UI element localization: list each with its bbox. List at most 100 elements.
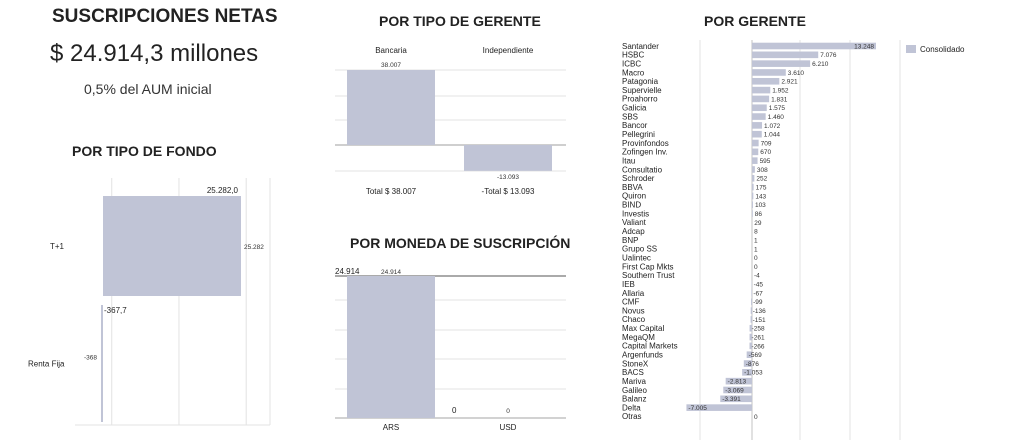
gerente-value-label: -1.053 bbox=[744, 370, 763, 377]
gerente-legend-swatch bbox=[906, 45, 916, 53]
gerente-category-label: Schroder bbox=[622, 174, 655, 183]
gerente-bar bbox=[752, 42, 876, 50]
por-gerente-chart-title: POR GERENTE bbox=[704, 13, 806, 29]
moneda-category-label: ARS bbox=[383, 423, 399, 432]
gerente-category-label: ICBC bbox=[622, 59, 641, 68]
gerente-value-label: 143 bbox=[755, 193, 766, 200]
gerente-category-label: Proahorro bbox=[622, 95, 658, 104]
fondo-bar bbox=[100, 305, 103, 422]
gerente-bar bbox=[746, 351, 752, 358]
fondo-bar bbox=[103, 196, 241, 296]
gerente-bar bbox=[723, 386, 752, 394]
gerente-bar bbox=[751, 298, 752, 306]
gerente-tipo-total-label: Total $ 38.007 bbox=[366, 187, 417, 196]
gerente-value-label: 1.575 bbox=[769, 105, 786, 112]
gerente-category-label: Santander bbox=[622, 42, 659, 51]
gerente-tipo-category-label: Bancaria bbox=[375, 46, 407, 55]
gerente-value-label: 8 bbox=[754, 229, 758, 236]
gerente-bar bbox=[752, 210, 753, 217]
gerente-bar bbox=[686, 404, 752, 411]
gerente-value-label: 0 bbox=[754, 414, 758, 421]
gerente-value-label: 1.831 bbox=[771, 96, 788, 103]
gerente-value-label: 175 bbox=[756, 185, 767, 192]
gerente-category-label: Valiant bbox=[622, 218, 647, 227]
gerente-bar bbox=[752, 201, 753, 209]
gerente-value-label: 6.210 bbox=[812, 61, 829, 68]
gerente-value-label: 103 bbox=[755, 202, 766, 209]
gerente-value-label: 2.921 bbox=[781, 79, 798, 86]
moneda-value-label: 24.914 bbox=[381, 269, 401, 276]
moneda-top-label: 24.914 bbox=[335, 267, 360, 276]
gerente-category-label: Quiron bbox=[622, 192, 646, 201]
fondo-value-label: -368 bbox=[84, 355, 97, 362]
gerente-value-label: -266 bbox=[752, 343, 765, 350]
gerente-bar bbox=[752, 166, 755, 173]
gerente-value-label: -3.069 bbox=[725, 387, 744, 394]
gerente-value-label: 709 bbox=[761, 140, 772, 147]
gerente-value-label: -67 bbox=[753, 290, 763, 297]
gerente-bar bbox=[743, 360, 752, 367]
gerente-value-label: 13.248 bbox=[854, 43, 874, 50]
moneda-value-label: 0 bbox=[506, 408, 510, 415]
gerente-value-label: 1.952 bbox=[772, 88, 789, 95]
gerente-category-label: StoneX bbox=[622, 359, 649, 368]
gerente-category-label: Capital Markets bbox=[622, 342, 678, 351]
gerente-bar bbox=[752, 113, 766, 120]
gerente-value-label: 0 bbox=[754, 255, 758, 262]
gerente-category-label: Pellegrini bbox=[622, 130, 655, 139]
gerente-value-label: -7.005 bbox=[688, 405, 707, 412]
gerente-category-label: Chaco bbox=[622, 315, 646, 324]
gerente-category-label: Argenfunds bbox=[622, 351, 663, 360]
gerente-bar bbox=[752, 104, 767, 112]
gerente-category-label: Macro bbox=[622, 68, 645, 77]
gerente-value-label: 3.610 bbox=[788, 70, 805, 77]
gerente-category-label: SBS bbox=[622, 112, 638, 121]
gerente-category-label: Mariva bbox=[622, 377, 647, 386]
gerente-tipo-bar bbox=[464, 145, 552, 171]
gerente-value-label: -2.813 bbox=[728, 379, 747, 386]
gerente-bar bbox=[750, 316, 752, 323]
gerente-bar bbox=[752, 183, 754, 191]
gerente-value-label: 308 bbox=[757, 167, 768, 174]
gerente-value-label: 86 bbox=[755, 211, 763, 218]
gerente-bar bbox=[749, 342, 752, 350]
fondo-value-label: 25.282 bbox=[244, 244, 264, 251]
fondo-top-label: 25.282,0 bbox=[207, 186, 239, 195]
gerente-category-label: MegaQM bbox=[622, 333, 655, 342]
gerente-value-label: -99 bbox=[753, 299, 763, 306]
gerente-category-label: Itau bbox=[622, 156, 635, 165]
gerente-bar bbox=[742, 369, 752, 376]
gerente-bar bbox=[749, 324, 752, 332]
gerente-value-label: -569 bbox=[749, 352, 762, 359]
gerente-value-label: 1.044 bbox=[764, 132, 781, 139]
gerente-category-label: Southern Trust bbox=[622, 271, 675, 280]
moneda-top-label: 0 bbox=[452, 406, 457, 415]
gerente-category-label: Allaria bbox=[622, 289, 645, 298]
gerente-bar bbox=[752, 130, 762, 138]
gerente-bar bbox=[752, 95, 770, 103]
summary-aum: 0,5% del AUM inicial bbox=[84, 81, 212, 97]
gerente-bar bbox=[752, 69, 786, 76]
gerente-category-label: Galicia bbox=[622, 104, 647, 113]
gerente-category-label: Bancor bbox=[622, 121, 648, 130]
gerente-value-label: 7.076 bbox=[820, 52, 837, 59]
gerente-value-label: -3.391 bbox=[722, 396, 741, 403]
gerente-bar bbox=[752, 60, 811, 67]
gerente-category-label: BNP bbox=[622, 236, 638, 245]
gerente-legend-label: Consolidado bbox=[920, 45, 965, 54]
gerente-tipo-chart-title: POR TIPO DE GERENTE bbox=[379, 13, 541, 29]
gerente-category-label: Grupo SS bbox=[622, 245, 657, 254]
gerente-category-label: BIND bbox=[622, 201, 641, 210]
gerente-category-label: Consultatio bbox=[622, 165, 663, 174]
gerente-tipo-bar bbox=[347, 70, 435, 145]
gerente-bar bbox=[752, 122, 763, 129]
gerente-bar bbox=[752, 148, 759, 156]
gerente-category-label: Adcap bbox=[622, 227, 645, 236]
gerente-tipo-value-label: -13.093 bbox=[497, 174, 519, 181]
gerente-category-label: BACS bbox=[622, 368, 644, 377]
moneda-chart-title: POR MONEDA DE SUSCRIPCIÓN bbox=[350, 235, 571, 251]
gerente-value-label: 1.072 bbox=[764, 123, 781, 130]
